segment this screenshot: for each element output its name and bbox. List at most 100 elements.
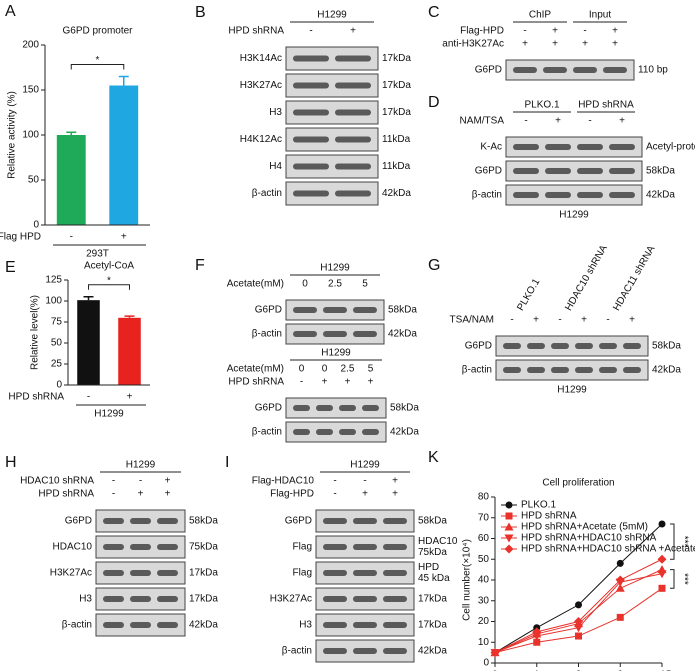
- x-tick-label: -: [70, 232, 73, 243]
- band: [513, 192, 539, 198]
- condition-sign: -: [139, 476, 142, 487]
- condition-sign: +: [392, 489, 398, 500]
- band: [293, 82, 329, 89]
- x-tick-label: 3: [617, 670, 623, 671]
- size-label: 42kDa: [388, 329, 417, 340]
- row-label: G6PD: [255, 403, 282, 414]
- panel-letter: H: [5, 454, 17, 471]
- condition-label: Flag-HPD: [460, 26, 504, 37]
- condition-label: Flag-HPD: [270, 489, 314, 500]
- marker: [532, 632, 542, 641]
- band: [316, 405, 333, 411]
- y-axis-label: Relative activity (%): [7, 91, 18, 179]
- size-label: 17kDa: [418, 594, 447, 605]
- marker: [575, 632, 582, 640]
- condition-label: NAM/TSA: [460, 116, 505, 127]
- panel-letter: K: [428, 449, 439, 466]
- size-label: 110 bp: [638, 65, 668, 76]
- group-label: HDAC11 shRNA: [611, 244, 657, 313]
- footer: H1299: [557, 385, 587, 396]
- band: [323, 307, 347, 313]
- band: [503, 367, 521, 373]
- condition-sign: +: [552, 39, 558, 50]
- condition-sign: +: [612, 26, 618, 37]
- panel-letter: E: [5, 259, 16, 276]
- size-label: 58kDa: [646, 166, 675, 177]
- row-label: β-actin: [252, 427, 282, 438]
- band: [323, 596, 347, 602]
- band: [293, 109, 329, 116]
- band: [383, 544, 407, 550]
- significance-bracket: [670, 569, 675, 589]
- band: [293, 429, 310, 435]
- group-label: PLKO.1: [524, 100, 559, 111]
- band: [130, 544, 151, 550]
- row-label: H3K14Ac: [240, 53, 282, 64]
- size-label: HPD: [418, 562, 439, 573]
- band: [577, 168, 603, 174]
- band: [623, 343, 641, 349]
- size-label: 17kDa: [418, 620, 447, 631]
- y-tick-label: 200: [22, 40, 39, 51]
- chart-title: Acetyl-CoA: [84, 261, 134, 272]
- condition-sign: -: [300, 377, 303, 388]
- band: [103, 544, 124, 550]
- condition-sign: -: [583, 26, 586, 37]
- chart-title: Cell proliferation: [542, 478, 614, 489]
- y-tick-label: 60: [478, 533, 490, 544]
- condition-sign: +: [533, 315, 539, 326]
- condition-sign: 5: [368, 364, 374, 375]
- blot-strip: [495, 359, 649, 381]
- panel-letter: B: [195, 4, 206, 21]
- condition-label: Acetate(mM): [227, 364, 284, 375]
- condition-sign: -: [606, 315, 609, 326]
- blot-strip: [285, 100, 379, 125]
- line: [494, 573, 663, 654]
- band: [130, 570, 151, 576]
- size-label: 42kDa: [646, 190, 675, 201]
- significance: ***: [678, 573, 689, 585]
- size-label: 58kDa: [418, 516, 447, 527]
- footer: H1299: [94, 409, 124, 420]
- row-label: H3: [299, 620, 312, 631]
- size-label: 42kDa: [418, 646, 447, 657]
- row-label: G6PD: [285, 516, 312, 527]
- cell-line: H1299: [350, 460, 380, 471]
- group-label: HDAC10 shRNA: [563, 243, 610, 313]
- condition-label: HDAC10 shRNA: [20, 476, 94, 487]
- band: [293, 405, 310, 411]
- band: [323, 518, 347, 524]
- band: [609, 144, 635, 150]
- size-label: 45 kDa: [418, 573, 450, 584]
- size-label: 75kDa: [189, 542, 218, 553]
- band: [543, 67, 567, 73]
- footer: 293T: [86, 249, 109, 260]
- condition-sign: +: [350, 26, 356, 37]
- panel-letter: A: [5, 3, 16, 20]
- band: [545, 168, 571, 174]
- band: [335, 82, 371, 89]
- band: [362, 405, 379, 411]
- marker: [616, 559, 624, 567]
- row-label: H3: [79, 594, 92, 605]
- condition-sign: 0: [299, 364, 305, 375]
- band: [383, 648, 407, 654]
- band: [335, 163, 371, 170]
- group-label: ChIP: [529, 10, 552, 21]
- size-label: 75kDa: [418, 547, 447, 558]
- cell-line: H1299: [320, 263, 350, 274]
- legend-marker: [504, 534, 514, 543]
- size-label: 58kDa: [388, 305, 417, 316]
- condition-sign: 2.5: [341, 364, 355, 375]
- band: [323, 331, 347, 337]
- y-tick-label: 150: [22, 85, 39, 96]
- blot-strip: [285, 73, 379, 98]
- y-tick-label: 100: [45, 296, 62, 307]
- condition-sign: -: [363, 476, 366, 487]
- y-axis-label: Cell number(×10⁴): [462, 539, 473, 621]
- legend-label: PLKO.1: [521, 500, 556, 511]
- row-label: K-Ac: [480, 142, 502, 153]
- band: [293, 136, 329, 143]
- condition-sign: +: [368, 377, 374, 388]
